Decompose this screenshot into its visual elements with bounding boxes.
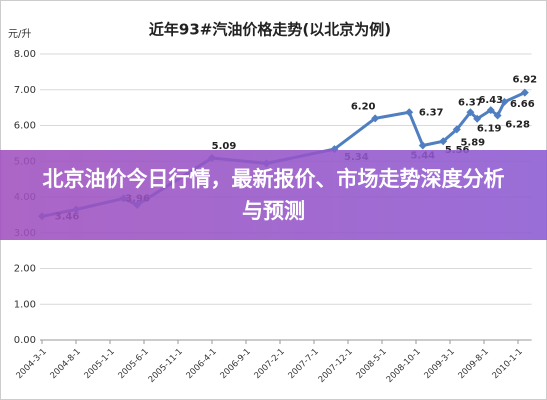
y-tick-label: 1.00 [14,299,36,310]
point [520,88,529,97]
y-unit: 元/升 [8,28,31,40]
value-label: 6.19 [477,124,502,135]
point [493,111,502,120]
value-label: 6.37 [419,107,444,118]
point [405,108,414,117]
y-tick-label: 6.00 [14,121,36,132]
value-label: 6.37 [458,97,483,108]
value-label: 5.09 [212,141,237,152]
point [500,97,509,106]
y-tick-label: 0.00 [14,335,36,346]
y-tick-label: 7.00 [14,85,36,96]
point [439,137,448,146]
y-tick-label: 2.00 [14,264,36,275]
point [452,125,461,134]
banner: 北京油价今日行情，最新报价、市场走势深度分析与预测 [0,150,547,240]
value-label: 6.92 [512,75,537,86]
point [418,141,427,150]
value-label: 6.66 [510,99,535,110]
point [466,108,475,117]
point [486,106,495,115]
point [371,114,380,123]
chart-title: 近年93#汽油价格走势(以北京为例) [149,21,391,39]
value-label: 6.43 [478,95,503,106]
point [473,114,482,123]
value-label: 6.28 [505,119,530,130]
value-label: 6.20 [351,101,376,112]
banner-text: 北京油价今日行情，最新报价、市场走势深度分析与预测 [42,167,505,223]
y-tick-label: 8.00 [14,49,36,60]
value-label: 5.89 [460,137,485,148]
